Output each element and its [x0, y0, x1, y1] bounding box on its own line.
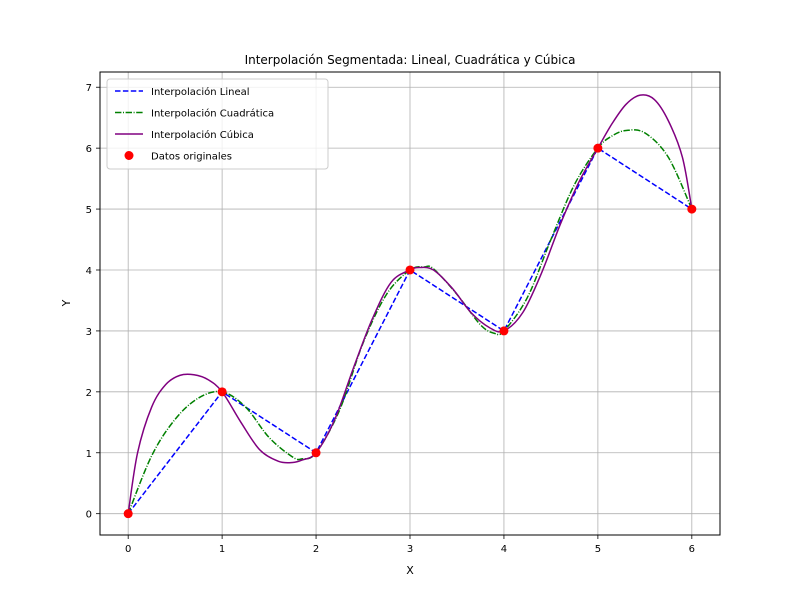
x-tick-label: 0	[125, 544, 131, 555]
y-tick-label: 7	[86, 83, 92, 94]
y-tick-label: 4	[86, 266, 92, 277]
data-point	[123, 509, 133, 519]
x-tick-label: 5	[595, 544, 601, 555]
y-tick-label: 1	[86, 449, 92, 460]
legend: Interpolación Lineal Interpolación Cuadrá…	[106, 78, 329, 170]
y-tick-label: 6	[86, 144, 92, 155]
y-tick-label: 3	[86, 327, 92, 338]
ticks: 0 1 2 3 4 5 6 0 1 2 3 4 5 6 7	[86, 83, 695, 555]
x-tick-label: 1	[219, 544, 225, 555]
x-axis-label: X	[406, 564, 414, 577]
y-tick-label: 0	[86, 510, 92, 521]
data-point	[499, 326, 509, 336]
legend-label: Interpolación Cuadrática	[151, 108, 274, 120]
data-point	[687, 204, 697, 214]
data-point	[405, 265, 415, 275]
x-tick-label: 6	[689, 544, 695, 555]
data-points	[123, 143, 697, 519]
chart-title: Interpolación Segmentada: Lineal, Cuadrá…	[245, 53, 576, 67]
legend-label: Interpolación Cúbica	[151, 129, 254, 141]
data-point	[593, 143, 603, 153]
data-point	[217, 387, 227, 397]
legend-label: Datos originales	[151, 152, 232, 163]
legend-marker	[124, 151, 134, 160]
legend-box	[106, 78, 329, 170]
y-tick-label: 5	[86, 205, 92, 216]
x-tick-label: 2	[313, 544, 319, 555]
y-tick-label: 2	[86, 388, 92, 399]
x-tick-label: 4	[501, 544, 507, 555]
data-point	[311, 448, 321, 458]
y-axis-label: Y	[60, 299, 73, 307]
x-tick-label: 3	[407, 544, 413, 555]
legend-label: Interpolación Lineal	[151, 86, 250, 98]
